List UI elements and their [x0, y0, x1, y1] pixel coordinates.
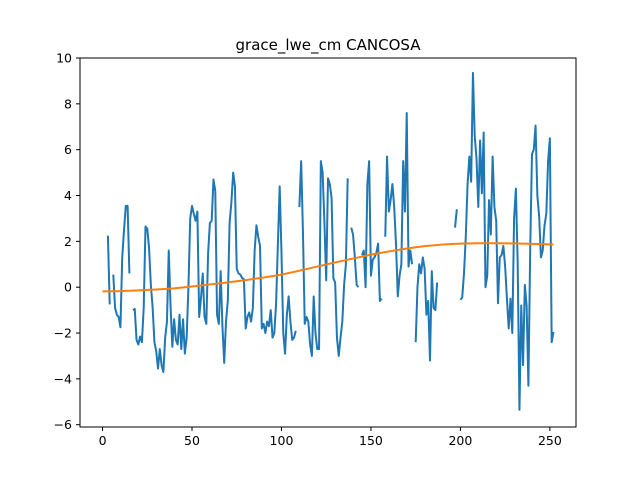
y-tick-label: 0: [64, 280, 72, 295]
x-tick-label: 250: [538, 433, 562, 448]
x-tick-label: 150: [359, 433, 383, 448]
x-tick-label: 200: [448, 433, 472, 448]
chart-title: grace_lwe_cm CANCOSA: [236, 36, 422, 55]
y-tick-label: 10: [56, 51, 72, 66]
x-tick-label: 50: [184, 433, 200, 448]
y-tick-label: 8: [64, 96, 72, 111]
x-axis: 0 50 100 150 200 250: [99, 427, 562, 448]
plot-area: 0 50 100 150 200 250 −6 −4 −2 0 2 4 6 8 10: [54, 51, 577, 448]
y-axis: −6 −4 −2 0 2 4 6 8 10: [54, 51, 80, 432]
series-line-1: [102, 242, 554, 293]
y-tick-label: 6: [64, 142, 72, 157]
y-tick-label: −2: [54, 326, 72, 341]
x-tick-label: 0: [99, 433, 107, 448]
y-tick-label: −4: [54, 371, 72, 386]
series-layer: [102, 71, 555, 411]
x-tick-label: 100: [270, 433, 294, 448]
axes-frame: [79, 57, 577, 428]
y-tick-label: 4: [64, 188, 72, 203]
y-tick-label: 2: [64, 234, 72, 249]
y-tick-label: −6: [54, 417, 72, 432]
